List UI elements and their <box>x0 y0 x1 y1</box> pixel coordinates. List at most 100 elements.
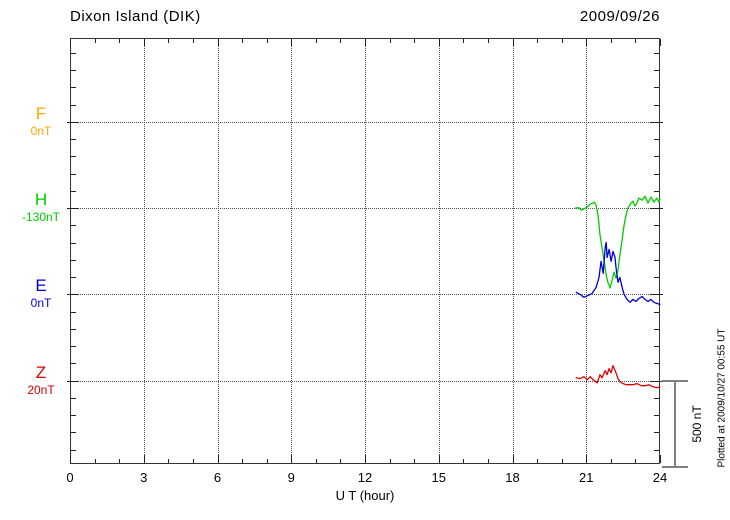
x-tick-bottom <box>340 459 342 463</box>
y-tick-right <box>654 397 659 399</box>
y-tick-left <box>71 346 76 348</box>
series-baseline-H: -130nT <box>21 210 61 225</box>
x-tick-bottom <box>586 455 588 463</box>
x-tick-bottom <box>143 455 145 463</box>
y-tick-right <box>654 363 659 365</box>
x-tick-top <box>537 39 539 43</box>
y-tick-left <box>71 432 76 434</box>
y-tick-left <box>71 328 76 330</box>
plot-timestamp-note: Plotted at 2009/10/27 00:55 UT <box>716 328 728 468</box>
x-tick-label: 24 <box>652 470 668 485</box>
y-tick-left-major <box>67 294 79 296</box>
x-tick-label: 3 <box>140 470 148 485</box>
y-tick-left <box>71 449 76 451</box>
y-tick-left <box>71 225 76 227</box>
x-axis-title: U T (hour) <box>335 488 395 503</box>
x-tick-top <box>512 39 514 46</box>
x-tick-top <box>242 39 244 43</box>
x-tick-top <box>389 39 391 43</box>
y-tick-right <box>654 225 659 227</box>
y-tick-left <box>71 104 76 106</box>
y-tick-right <box>654 87 659 89</box>
y-tick-right <box>654 432 659 434</box>
x-tick-bottom <box>414 459 416 463</box>
y-tick-left <box>71 190 76 192</box>
series-label-F: F 0nT <box>10 104 72 138</box>
series-baseline-F: 0nT <box>30 123 52 138</box>
x-tick-bottom <box>315 459 317 463</box>
y-tick-right-major <box>650 121 663 123</box>
y-tick-right <box>654 449 659 451</box>
y-tick-right <box>654 242 659 244</box>
y-tick-left <box>71 139 76 141</box>
x-tick-top <box>119 39 121 43</box>
scale-bar-top-cap <box>662 379 688 382</box>
y-tick-left <box>71 311 76 313</box>
baseline-gridline <box>71 208 659 210</box>
y-tick-left-major <box>67 208 79 210</box>
x-tick-bottom <box>291 455 293 463</box>
series-letter-H: H <box>34 190 48 210</box>
y-tick-right-major <box>650 208 663 210</box>
series-letter-Z: Z <box>35 362 47 382</box>
x-tick-top <box>315 39 317 43</box>
x-tick-top <box>291 39 293 46</box>
x-tick-bottom <box>389 459 391 463</box>
series-letter-E: E <box>35 276 47 296</box>
vertical-gridline <box>586 39 588 463</box>
x-tick-label: 9 <box>287 470 295 485</box>
plot-title: Dixon Island (DIK) <box>70 8 201 25</box>
x-tick-bottom <box>660 455 661 463</box>
vertical-gridline <box>365 39 366 463</box>
series-label-H: H -130nT <box>10 190 72 224</box>
vertical-gridline <box>512 39 514 463</box>
x-tick-top <box>660 39 661 46</box>
x-tick-bottom <box>168 459 170 463</box>
series-label-E: E 0nT <box>10 276 72 310</box>
x-tick-top <box>266 39 268 43</box>
y-tick-right <box>654 328 659 330</box>
y-tick-left-major <box>67 121 79 123</box>
y-tick-right <box>654 156 659 158</box>
y-tick-left <box>71 277 76 279</box>
scale-bar <box>674 380 676 467</box>
x-tick-top <box>143 39 145 46</box>
x-tick-bottom <box>635 459 637 463</box>
y-tick-right <box>654 104 659 106</box>
x-tick-top <box>487 39 489 43</box>
vertical-gridline <box>438 39 440 463</box>
x-tick-top <box>70 39 71 46</box>
y-tick-left <box>71 70 76 72</box>
x-tick-label: 0 <box>66 470 74 485</box>
vertical-gridline <box>143 39 145 463</box>
x-tick-bottom <box>192 459 194 463</box>
y-tick-left <box>71 363 76 365</box>
y-tick-left <box>71 173 76 175</box>
y-tick-right <box>654 415 659 417</box>
y-tick-left <box>71 397 76 399</box>
y-tick-right <box>654 259 659 261</box>
y-tick-left <box>71 52 76 54</box>
plot-date: 2009/09/26 <box>579 8 660 25</box>
series-baseline-E: 0nT <box>30 296 52 311</box>
vertical-gridline <box>291 39 293 463</box>
x-tick-bottom <box>365 455 366 463</box>
x-tick-top <box>586 39 588 46</box>
y-tick-right <box>654 277 659 279</box>
x-tick-bottom <box>561 459 563 463</box>
x-tick-top <box>414 39 416 43</box>
x-tick-bottom <box>70 455 71 463</box>
x-tick-bottom <box>217 455 219 463</box>
x-tick-top <box>438 39 440 46</box>
x-tick-top <box>94 39 96 43</box>
y-tick-right-major <box>650 294 663 296</box>
x-tick-bottom <box>610 459 612 463</box>
x-tick-bottom <box>537 459 539 463</box>
y-tick-right <box>654 173 659 175</box>
scale-bar-bottom-cap <box>662 466 688 468</box>
baseline-gridline <box>71 121 659 123</box>
y-tick-right <box>654 139 659 141</box>
baseline-gridline <box>71 294 659 296</box>
y-tick-right <box>654 346 659 348</box>
y-tick-right <box>654 52 659 54</box>
